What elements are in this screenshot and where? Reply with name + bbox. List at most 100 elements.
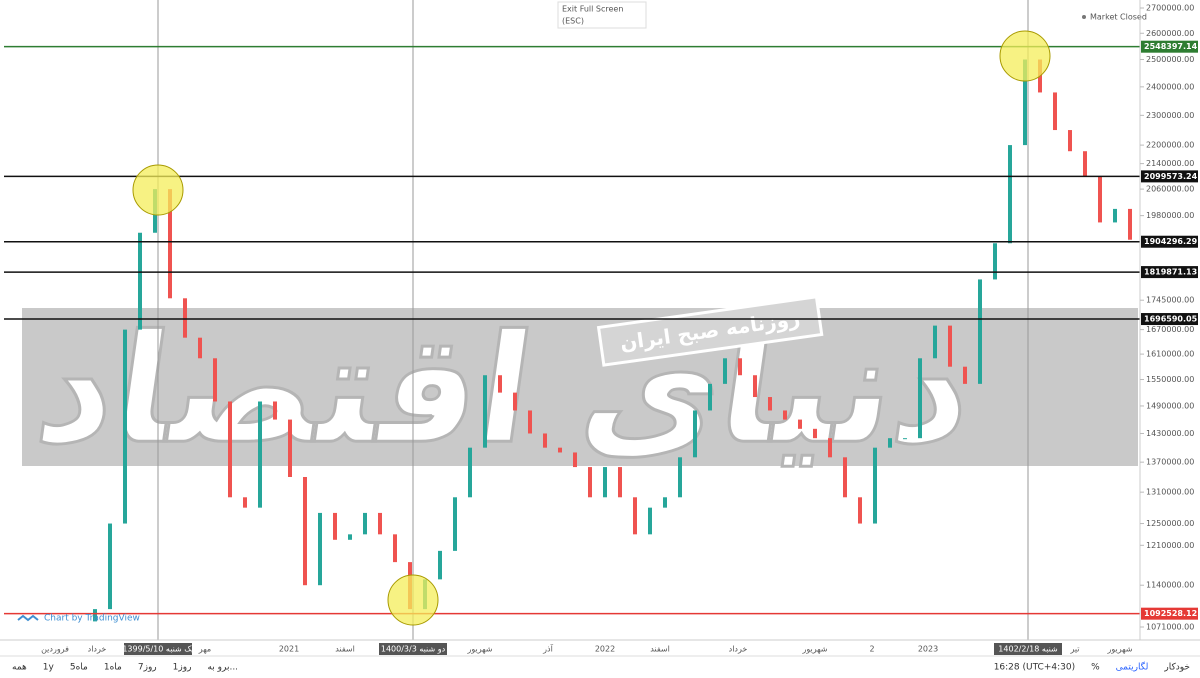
candle xyxy=(978,279,982,384)
x-tick-label: اسفند xyxy=(650,645,670,654)
candle xyxy=(393,534,397,563)
candle xyxy=(738,358,742,376)
y-tick-label: 1980000.00 xyxy=(1146,211,1194,220)
candle xyxy=(873,447,877,524)
candle xyxy=(813,428,817,439)
candle xyxy=(513,392,517,411)
x-tick-label: 1400/3/3 دو شنبه xyxy=(381,645,446,654)
level-tag xyxy=(1141,40,1198,53)
candle xyxy=(858,497,862,524)
y-tick-label: 1745000.00 xyxy=(1146,296,1194,305)
candle xyxy=(363,512,367,535)
x-tick-label: 1402/2/18 شنبه xyxy=(998,645,1058,654)
exit-key: (ESC) xyxy=(562,17,584,26)
y-tick-label: 1210000.00 xyxy=(1146,541,1194,550)
x-tick-label: 2 xyxy=(869,645,874,654)
candle xyxy=(1098,176,1102,223)
candle xyxy=(633,497,637,535)
candle xyxy=(768,397,772,411)
candle xyxy=(438,550,442,580)
candle xyxy=(483,375,487,448)
candle xyxy=(273,401,277,420)
x-label-highlight xyxy=(124,643,192,655)
level-tag xyxy=(1141,607,1198,620)
candle xyxy=(288,419,292,477)
toolbar-button[interactable]: 7روز xyxy=(138,663,157,673)
toolbar-button[interactable]: لگاریتمی xyxy=(1116,661,1149,673)
level-tag xyxy=(1141,170,1198,183)
y-tick-label: 2060000.00 xyxy=(1146,185,1194,194)
toolbar-button[interactable]: 1روز xyxy=(173,663,192,673)
candle xyxy=(708,383,712,411)
candle xyxy=(678,457,682,498)
candle xyxy=(303,476,307,586)
toolbar-button[interactable]: 1ماه xyxy=(104,663,122,673)
candle xyxy=(693,410,697,458)
x-tick-label: 2022 xyxy=(595,645,615,654)
candle xyxy=(168,189,172,299)
level-label: 1092528.12 xyxy=(1144,609,1197,618)
candle xyxy=(318,512,322,586)
toolbar-button[interactable]: برو به... xyxy=(207,663,238,673)
candle xyxy=(618,467,622,498)
x-label-highlight xyxy=(994,643,1062,655)
x-tick-label: مهر xyxy=(198,645,211,654)
x-tick-label: خرداد xyxy=(88,645,107,654)
candle xyxy=(603,467,607,498)
candle xyxy=(798,419,802,429)
x-tick-label: فروردین xyxy=(41,645,69,654)
level-label: 2099573.24 xyxy=(1144,172,1198,181)
toolbar-button[interactable]: همه xyxy=(12,663,27,673)
candle xyxy=(243,497,247,508)
y-tick-label: 2400000.00 xyxy=(1146,82,1194,91)
candle xyxy=(558,447,562,453)
highlight-circle xyxy=(132,164,184,216)
candle xyxy=(378,512,382,535)
exit-box[interactable] xyxy=(557,1,647,29)
status-dot xyxy=(1082,15,1086,19)
toolbar-button[interactable]: 16:28 (UTC+4:30) xyxy=(994,663,1075,673)
candle xyxy=(123,329,127,524)
x-tick-label: تیر xyxy=(1069,645,1079,654)
exit-label[interactable]: Exit Full Screen xyxy=(562,5,623,14)
candle xyxy=(108,523,112,610)
level-tag xyxy=(1141,235,1198,248)
y-tick-label: 2700000.00 xyxy=(1146,4,1194,13)
x-tick-label: شهریور xyxy=(1106,645,1132,654)
x-tick-label: 1399/5/10 یک شنبه xyxy=(122,645,193,654)
x-tick-label: شهریور xyxy=(801,645,827,654)
candle xyxy=(228,401,232,498)
y-tick-label: 2300000.00 xyxy=(1146,111,1194,120)
candle xyxy=(663,497,667,508)
candle xyxy=(138,232,142,330)
axes: 2700000.00 2600000.00 2500000.00 2400000.00… xyxy=(12,4,1198,673)
y-tick-label: 2140000.00 xyxy=(1146,159,1194,168)
x-tick-label: 2021 xyxy=(279,645,299,654)
y-tick-label: 1140000.00 xyxy=(1146,581,1194,590)
y-tick-label: 1310000.00 xyxy=(1146,488,1194,497)
candle xyxy=(918,358,922,439)
y-tick-label: 1610000.00 xyxy=(1146,350,1194,359)
y-tick-label: 2600000.00 xyxy=(1146,29,1194,38)
toolbar-button[interactable]: % xyxy=(1091,663,1100,673)
candle xyxy=(498,375,502,393)
candle xyxy=(453,497,457,551)
candle xyxy=(843,457,847,498)
x-tick-label: شهریور xyxy=(466,645,492,654)
candle xyxy=(528,410,532,434)
tagline-box xyxy=(596,295,824,367)
toolbar-button[interactable]: 5ماه xyxy=(70,663,88,673)
toolbar-button[interactable]: خودکار xyxy=(1163,663,1190,673)
candle xyxy=(828,438,832,458)
candle xyxy=(213,358,217,402)
y-tick-label: 1670000.00 xyxy=(1146,325,1194,334)
candle xyxy=(963,366,967,384)
candle xyxy=(93,609,97,622)
y-tick-label: 1490000.00 xyxy=(1146,401,1194,410)
level-label: 2548397.14 xyxy=(1144,42,1198,51)
toolbar-button[interactable]: 1y xyxy=(43,663,55,673)
watermark-brand: دنیای اقتصاد xyxy=(27,302,984,477)
candle xyxy=(723,358,727,384)
x-tick-label: خرداد xyxy=(729,645,748,654)
